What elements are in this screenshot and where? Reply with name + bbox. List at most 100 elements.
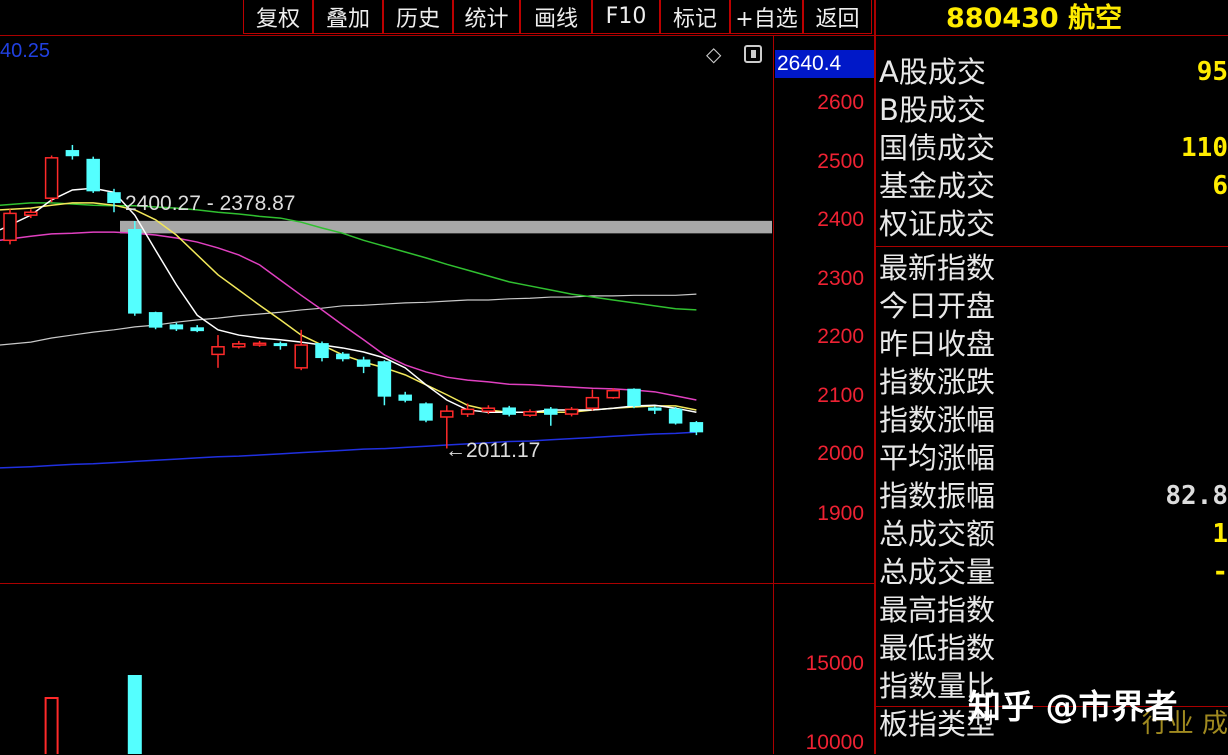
candle-body [481,407,496,412]
range-label: 2400.27 - 2378.87 [125,192,296,215]
toolbar-button[interactable]: 历史 [383,0,453,34]
info-row: 最新指数 [879,249,1228,287]
diamond-icon[interactable]: ◇ [706,42,722,66]
candle-body [502,407,516,415]
candle-body [148,312,163,328]
candle-body [419,403,433,421]
axis-tick-label: 2000 [817,442,864,465]
axis-line [773,36,774,754]
price-cursor-label: 2640.4 [775,50,874,78]
row-label: 指数涨跌 [879,365,996,399]
divider [0,583,876,584]
info-row: 最高指数 [879,591,1228,629]
info-row: 权证成交 [879,205,1228,243]
row-label: 昨日收盘 [879,327,996,361]
row-label: 指数量比 [879,669,996,703]
low-label: ←2011.17 [445,439,541,462]
info-row: 板指类型 行业 成 [879,705,1228,743]
toolbar-button[interactable]: F10 [592,0,660,34]
info-row: 总成交额 1 [879,515,1228,553]
candle-body [689,422,704,433]
toolbar-button[interactable]: +自选 [730,0,803,34]
info-row: 指数振幅 82.8 [879,477,1228,515]
row-label: 指数振幅 [879,479,996,513]
info-row: 指数量比 [879,667,1228,705]
candle-body [232,343,246,348]
candle-body [377,361,392,397]
info-row: 最低指数 [879,629,1228,667]
row-label: 国债成交 [879,131,996,165]
axis-tick-label: 2600 [817,91,864,114]
row-label: 今日开盘 [879,289,996,323]
divider [876,246,1228,247]
ma5-line [0,187,697,414]
divider [876,35,1228,36]
candle-body [190,327,204,332]
row-label: 总成交量 [879,555,996,589]
candle-body [606,389,620,399]
axis-tick-label: 2400 [817,208,864,231]
toolbar-button[interactable]: 标记 [660,0,730,34]
axis-tick-label: 2500 [817,149,864,173]
row-value: 6 [1212,171,1228,201]
info-row: A股成交 95 [879,53,1228,91]
candle-body [668,408,683,424]
row-label: A股成交 [879,55,986,89]
candle-body [460,408,475,415]
info-row: 今日开盘 [879,287,1228,325]
ma-readout: 40.25 [0,40,51,62]
info-row: 指数涨跌 [879,363,1228,401]
row-label: 总成交额 [879,517,996,551]
candle-body [24,211,38,216]
candle-body [356,359,371,367]
candle-body [398,394,412,401]
volume-bar [127,674,142,754]
row-label: 平均涨幅 [879,441,996,475]
candle-body [211,346,225,356]
info-row: 昨日收盘 [879,325,1228,363]
ma20-line [0,231,697,401]
toolbar-button[interactable]: 画线 [520,0,592,34]
square-toggle-icon[interactable] [744,45,762,63]
panel-title: 880430 航空 [946,3,1123,34]
axis-tick-label: 10000 [805,731,864,754]
ma60-line [0,202,697,311]
toolbar-button[interactable]: 返回 [803,0,872,34]
ma120-line [0,293,697,346]
info-row: 平均涨幅 [879,439,1228,477]
candle-body [336,353,350,360]
candle-body [86,158,100,192]
candlestick-chart[interactable] [0,0,773,754]
range-band [120,220,772,234]
axis-tick-label: 2300 [817,266,864,290]
info-row: 基金成交 6 [879,167,1228,205]
candle-body [65,150,80,157]
axis-tick-label: 1900 [817,502,864,525]
toolbar-button[interactable]: 统计 [453,0,520,34]
info-row: 指数涨幅 [879,401,1228,439]
ma250-line [0,431,697,469]
candle-body [169,324,184,330]
row-value: - [1212,557,1228,587]
divider [0,35,876,36]
row-label: 板指类型 [879,707,996,741]
info-row: 国债成交 110 [879,129,1228,167]
info-panel: 880430 航空 A股成交 95 B股成交 国债成交 110 基金成交 6 权证成交最新指数… [876,0,1228,754]
candle-body [440,410,454,418]
watermark: 知乎 @市界者 [968,687,1178,726]
row-label: 最高指数 [879,593,996,627]
volume-bar [44,697,59,754]
row-label: 基金成交 [879,169,996,203]
candle-body [107,192,121,204]
axis-tick-label: 2200 [817,325,864,348]
toolbar-button[interactable]: 复权 [243,0,313,34]
toolbar-button[interactable]: 叠加 [313,0,383,34]
info-row: B股成交 [879,91,1228,129]
row-value: 110 [1181,133,1228,163]
axis-tick-label: 2100 [817,383,864,407]
ma10-line [0,202,697,414]
row-value: 82.8 [1165,481,1228,511]
candle-body [294,344,308,369]
row-label: 权证成交 [879,207,996,241]
candle-body [3,212,17,242]
